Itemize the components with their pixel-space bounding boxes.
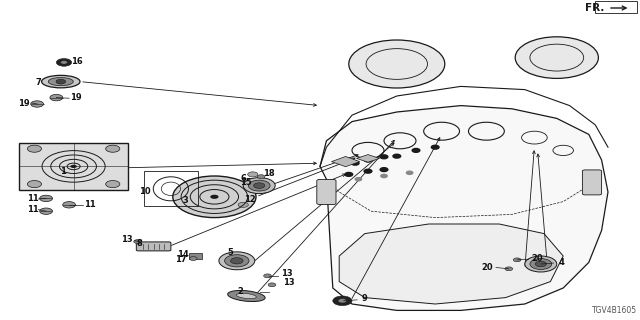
Circle shape <box>268 283 276 287</box>
Circle shape <box>264 274 271 278</box>
Circle shape <box>393 154 401 158</box>
Bar <box>144 171 198 206</box>
Circle shape <box>173 176 256 218</box>
Ellipse shape <box>49 77 73 86</box>
Circle shape <box>28 145 42 152</box>
Polygon shape <box>339 224 563 304</box>
Circle shape <box>505 267 513 271</box>
Text: FR.: FR. <box>586 3 605 13</box>
Text: 13: 13 <box>281 269 292 278</box>
Circle shape <box>345 172 353 176</box>
Circle shape <box>349 40 445 88</box>
FancyBboxPatch shape <box>317 180 336 204</box>
Circle shape <box>189 257 197 260</box>
Circle shape <box>219 252 255 270</box>
Circle shape <box>535 261 547 267</box>
Circle shape <box>530 259 552 269</box>
Circle shape <box>134 240 141 244</box>
Circle shape <box>61 61 67 64</box>
Bar <box>189 253 202 259</box>
Text: 2: 2 <box>237 287 243 296</box>
Text: 4: 4 <box>559 258 565 267</box>
Circle shape <box>406 171 413 174</box>
Circle shape <box>40 195 52 202</box>
Polygon shape <box>356 155 380 162</box>
Text: TGV4B1605: TGV4B1605 <box>591 306 637 315</box>
Circle shape <box>380 155 388 159</box>
Ellipse shape <box>236 293 257 299</box>
Text: 15: 15 <box>241 178 252 187</box>
Text: 13: 13 <box>121 236 132 244</box>
Text: 1: 1 <box>60 167 66 176</box>
Polygon shape <box>332 156 360 167</box>
Circle shape <box>355 178 362 181</box>
Circle shape <box>238 202 248 207</box>
Circle shape <box>210 195 219 199</box>
Text: 11: 11 <box>28 194 39 203</box>
Circle shape <box>230 258 243 264</box>
Circle shape <box>257 175 265 179</box>
Text: 13: 13 <box>284 278 295 287</box>
Text: 18: 18 <box>263 169 275 178</box>
Circle shape <box>50 94 63 101</box>
Circle shape <box>380 168 388 172</box>
Text: 12: 12 <box>244 195 255 204</box>
Circle shape <box>106 145 120 152</box>
Text: 19: 19 <box>19 99 30 108</box>
Polygon shape <box>320 106 608 310</box>
Circle shape <box>338 299 347 303</box>
Circle shape <box>56 79 65 84</box>
Circle shape <box>31 101 44 107</box>
Text: 17: 17 <box>175 255 186 264</box>
Text: 16: 16 <box>71 57 83 66</box>
FancyBboxPatch shape <box>582 170 602 195</box>
Text: 11: 11 <box>28 205 39 214</box>
Text: 20: 20 <box>482 263 493 272</box>
Text: 7: 7 <box>36 78 41 87</box>
Text: 14: 14 <box>177 250 189 259</box>
Polygon shape <box>19 143 128 189</box>
Text: 10: 10 <box>139 187 150 196</box>
Circle shape <box>248 180 270 191</box>
Circle shape <box>56 59 72 66</box>
Ellipse shape <box>42 76 80 88</box>
Circle shape <box>333 296 352 306</box>
FancyBboxPatch shape <box>136 242 171 251</box>
Circle shape <box>63 202 76 208</box>
Ellipse shape <box>228 291 265 301</box>
Text: 8: 8 <box>137 239 142 248</box>
Circle shape <box>364 158 372 162</box>
Circle shape <box>381 174 387 178</box>
Circle shape <box>525 256 557 272</box>
Circle shape <box>70 165 77 168</box>
Circle shape <box>28 180 42 188</box>
Text: 3: 3 <box>183 196 188 205</box>
Text: 9: 9 <box>362 294 367 303</box>
Circle shape <box>351 161 359 165</box>
Text: 5: 5 <box>227 248 234 257</box>
Circle shape <box>364 169 372 173</box>
Text: 20: 20 <box>532 254 543 263</box>
Text: 11: 11 <box>84 200 95 209</box>
Circle shape <box>515 37 598 78</box>
Text: 19: 19 <box>70 93 81 102</box>
Circle shape <box>431 145 439 149</box>
Circle shape <box>248 172 258 177</box>
Circle shape <box>243 178 275 194</box>
Bar <box>595 1 637 13</box>
Text: 6: 6 <box>240 174 246 183</box>
Circle shape <box>253 183 265 188</box>
Circle shape <box>412 148 420 152</box>
Circle shape <box>106 180 120 188</box>
Circle shape <box>40 208 52 214</box>
Circle shape <box>513 258 521 262</box>
Circle shape <box>225 255 249 267</box>
